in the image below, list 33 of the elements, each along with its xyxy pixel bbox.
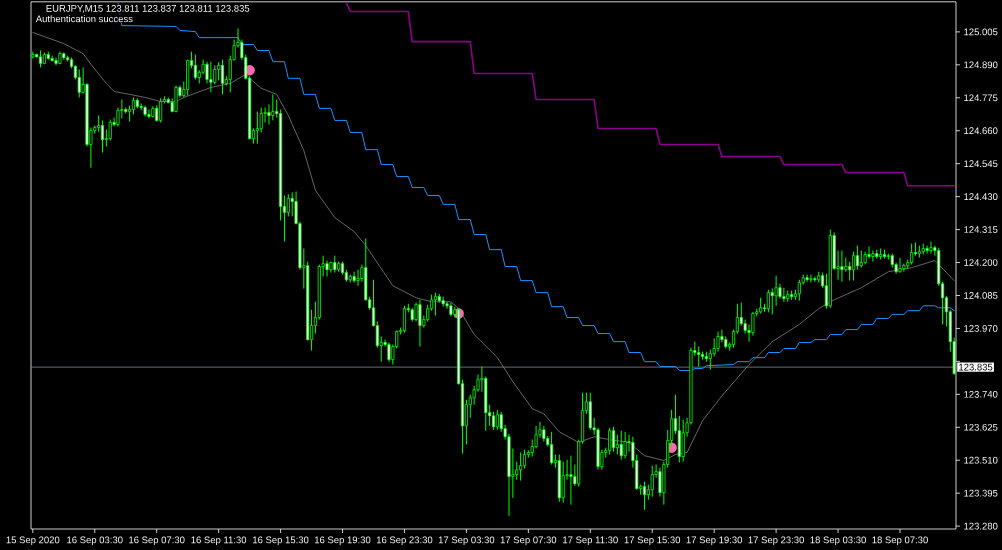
x-tick-label: 16 Sep 15:30 <box>253 536 309 546</box>
chart-title: EURJPY,M15 123.811 123.837 123.811 123.835 <box>46 4 250 13</box>
y-tick-label: 124.545 <box>964 160 998 168</box>
x-tick-label: 17 Sep 19:30 <box>686 536 743 546</box>
x-tick-label: 17 Sep 15:30 <box>624 536 681 546</box>
y-tick-label: 124.430 <box>964 193 998 200</box>
x-tick-label: 17 Sep 07:30 <box>500 536 557 546</box>
x-tick-label: 16 Sep 03:30 <box>67 536 123 546</box>
y-tick-label: 123.970 <box>964 325 998 332</box>
y-tick-label: 124.660 <box>964 127 998 135</box>
text: Authentication success <box>35 15 133 23</box>
x-tick-label: 15 Sep 2020 <box>6 536 60 546</box>
y-tick-label: 123.740 <box>964 390 998 398</box>
x-tick-label: 17 Sep 03:30 <box>438 536 495 546</box>
y-tick-label: 123.510 <box>964 456 998 464</box>
y-tick-label: 124.775 <box>964 94 998 102</box>
y-tick-label: 124.890 <box>964 61 998 69</box>
x-tick-label: 18 Sep 03:30 <box>810 536 866 546</box>
y-tick-label: 125.005 <box>964 28 998 36</box>
y-tick-label: 123.625 <box>964 423 998 431</box>
x-tick-label: 16 Sep 19:30 <box>314 536 371 546</box>
y-tick-label: 124.085 <box>964 292 998 299</box>
y-tick-label: 124.315 <box>964 226 998 233</box>
x-tick-label: 16 Sep 23:30 <box>376 536 433 546</box>
x-tick-label: 17 Sep 11:30 <box>563 536 618 546</box>
y-tick-label: 123.280 <box>964 522 998 530</box>
x-tick-label: 18 Sep 07:30 <box>872 536 928 546</box>
x-tick-label: 17 Sep 23:30 <box>748 536 804 546</box>
ref-line-label: 123.835 <box>959 363 993 371</box>
y-tick-label: 123.395 <box>964 489 998 497</box>
x-tick-label: 16 Sep 07:30 <box>129 536 185 546</box>
y-tick-label: 124.200 <box>964 259 998 266</box>
x-tick-label: 16 Sep 11:30 <box>191 536 247 546</box>
